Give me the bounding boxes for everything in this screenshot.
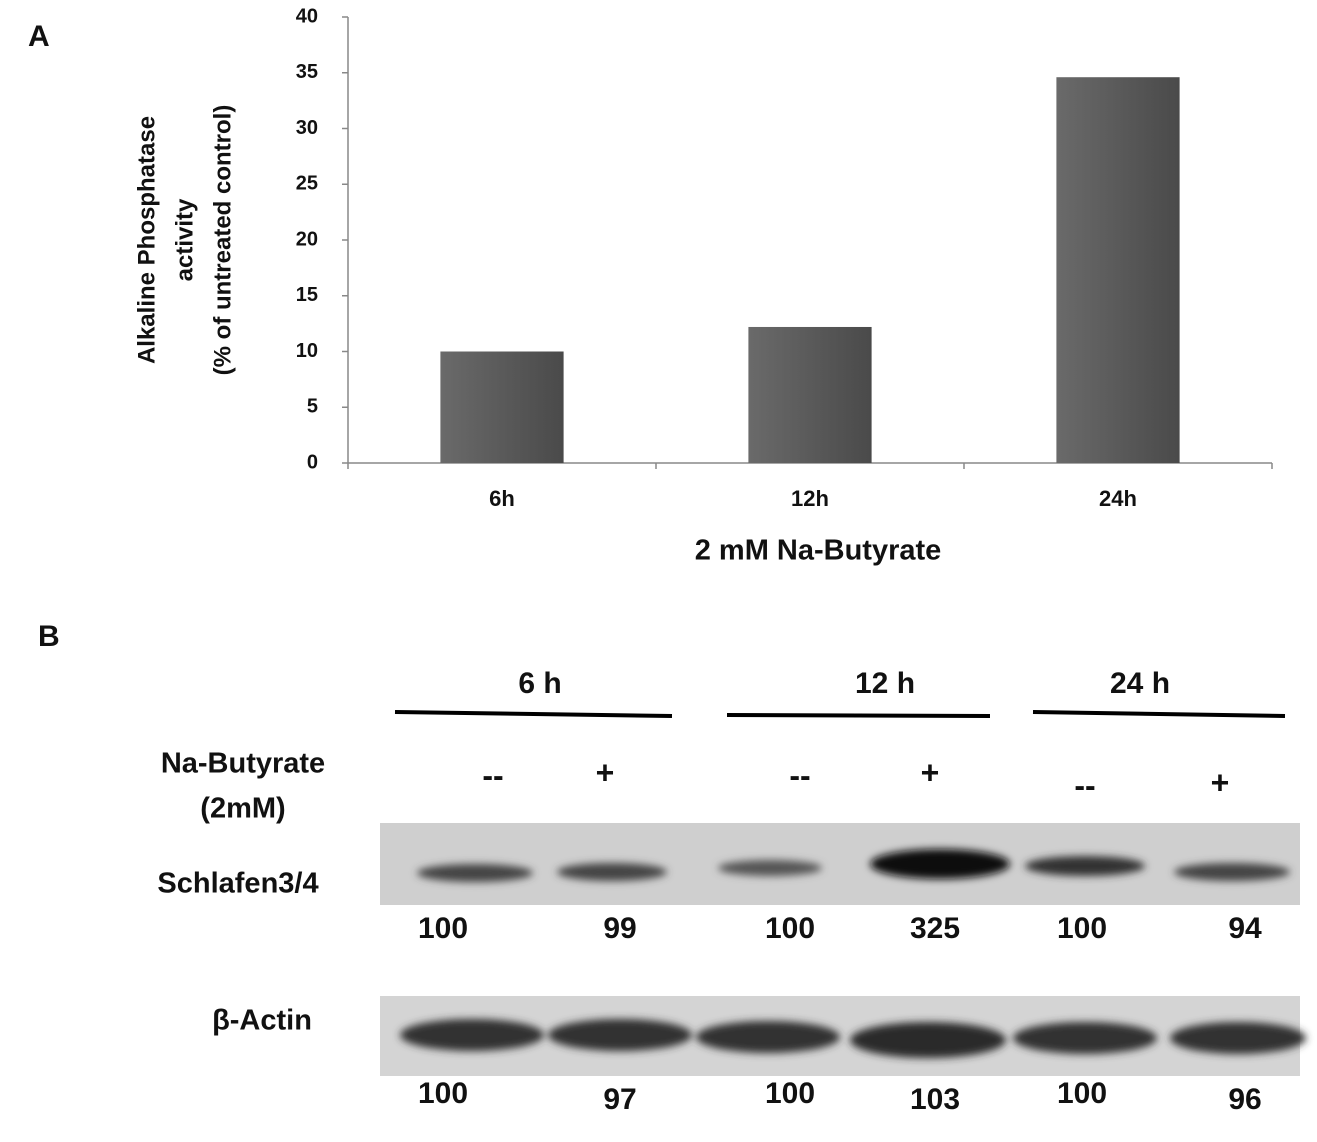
x-axis-label: 2 mM Na-Butyrate (695, 535, 942, 567)
y-tick-label: 20 (296, 228, 318, 250)
group-line (727, 715, 990, 716)
treatment: -- (482, 757, 503, 793)
band-value: 100 (418, 912, 468, 945)
band-value: 100 (418, 1077, 468, 1110)
band-value: 96 (1228, 1083, 1261, 1116)
time-point: 12 h (855, 667, 915, 700)
treatment: -- (1074, 767, 1095, 803)
treatment: -- (789, 757, 810, 793)
y-axis-label: Alkaline Phosphatase (133, 116, 160, 364)
y-tick-label: 10 (296, 340, 318, 362)
band-value: 100 (765, 912, 815, 945)
group-line (1033, 712, 1285, 716)
bar (440, 352, 563, 464)
y-tick-label: 30 (296, 117, 318, 139)
blot-background (380, 823, 1300, 905)
band-value: 97 (603, 1083, 636, 1116)
bar (1056, 77, 1179, 463)
band-value: 94 (1228, 912, 1262, 945)
treatment: + (921, 754, 940, 790)
y-tick-label: 5 (307, 396, 318, 418)
treatment-label: Na-Butyrate (161, 748, 325, 780)
y-axis-label: (% of untreated control) (209, 105, 236, 376)
group-line (395, 712, 672, 716)
band-value: 100 (1057, 1077, 1107, 1110)
y-tick-label: 35 (296, 61, 318, 83)
band-value: 325 (910, 912, 960, 945)
time-point: 24 h (1110, 667, 1170, 700)
x-tick-label: 12h (791, 486, 829, 511)
panel-label: B (38, 620, 60, 653)
y-axis-label: activity (171, 198, 198, 281)
band-value: 100 (1057, 912, 1107, 945)
band-value: 99 (603, 912, 636, 945)
band-value: 103 (910, 1083, 960, 1116)
row-label: β-Actin (212, 1005, 312, 1037)
y-tick-label: 25 (296, 173, 318, 195)
treatment: + (596, 754, 615, 790)
time-point: 6 h (518, 667, 561, 700)
y-tick-label: 0 (307, 451, 318, 473)
band-value: 100 (765, 1077, 815, 1110)
x-tick-label: 6h (489, 486, 515, 511)
bar (748, 327, 871, 463)
figure: A B 0 5 10 15 20 25 30 35 40 6h 12h 24h Alkaline Pho… (0, 0, 1317, 1142)
row-label: Schlafen3/4 (157, 868, 318, 900)
panel-label: A (28, 20, 50, 53)
treatment: + (1211, 764, 1230, 800)
treatment-label: (2mM) (200, 793, 285, 825)
x-tick-label: 24h (1099, 486, 1137, 511)
y-tick-label: 15 (296, 284, 318, 306)
y-tick-label: 40 (296, 5, 318, 27)
